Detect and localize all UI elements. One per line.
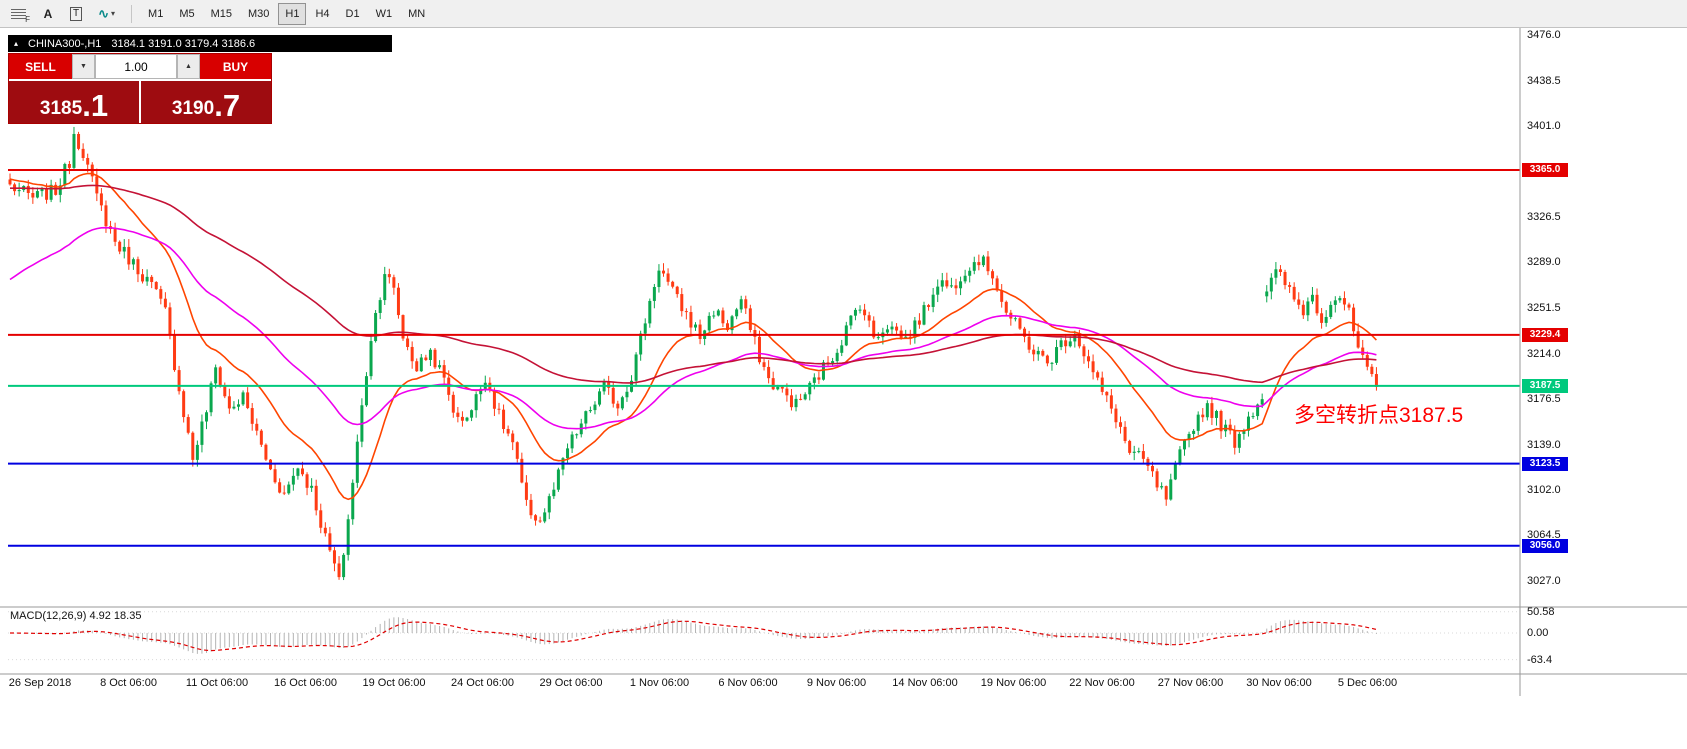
time-axis-label: 1 Nov 06:00 — [629, 677, 690, 689]
buy-button[interactable]: BUY — [200, 54, 271, 79]
price-level-badge: 3229.4 — [1522, 327, 1568, 342]
macd-tick-label: 0.00 — [1527, 627, 1549, 639]
time-axis-label: 16 Oct 06:00 — [274, 677, 337, 689]
time-axis-label: 29 Oct 06:00 — [539, 677, 603, 689]
price-tick-label: 3064.5 — [1527, 529, 1561, 542]
fibonacci-tool-button[interactable]: F — [4, 3, 33, 25]
time-axis-label: 6 Nov 06:00 — [718, 677, 778, 689]
timeframe-d1[interactable]: D1 — [345, 7, 360, 20]
ohlc-values: 3184.1 3191.0 3179.4 3186.6 — [111, 37, 256, 50]
timeframe-mn[interactable]: MN — [408, 7, 426, 20]
volume-input[interactable] — [95, 54, 177, 79]
macd-indicator-label: MACD(12,26,9) 4.92 18.35 — [10, 610, 142, 622]
price-level-badge: 3187.5 — [1522, 378, 1568, 393]
time-axis-label: 14 Nov 06:00 — [892, 677, 958, 689]
timeframe-m1[interactable]: M1 — [148, 7, 164, 20]
timeframe-h4[interactable]: H4 — [315, 7, 330, 20]
time-axis-label: 11 Oct 06:00 — [185, 677, 249, 689]
macd-tick-label: -63.4 — [1527, 653, 1553, 666]
sell-price-pips: .1 — [82, 87, 109, 123]
time-axis: 26 Sep 2018 8 Oct 06:00 11 Oct 06:00 16 Oct… — [0, 676, 1687, 696]
price-tick-label: 3326.5 — [1527, 210, 1561, 223]
time-axis-label: 30 Nov 06:00 — [1246, 677, 1312, 689]
buy-price-main: 3190 — [171, 98, 215, 119]
text-tool-icon: A — [43, 6, 53, 21]
price-tick-label: 3289.0 — [1527, 256, 1561, 269]
volume-decrease-button[interactable]: ▼ — [72, 54, 95, 79]
price-tick-label: 3401.0 — [1527, 120, 1561, 133]
spinner-down-icon: ▼ — [80, 63, 87, 70]
text-tool-button[interactable]: A — [35, 3, 61, 25]
buy-price[interactable]: 3190 .7 — [141, 81, 271, 123]
spinner-up-icon: ▲ — [185, 63, 192, 70]
price-level-badge: 3365.0 — [1522, 162, 1568, 177]
price-tick-label: 3139.0 — [1527, 438, 1561, 451]
sell-price[interactable]: 3185 .1 — [9, 81, 141, 123]
arrows-tool-icon: ∿ — [98, 5, 110, 21]
price-tick-label: 3027.0 — [1527, 574, 1561, 587]
price-level-badge: 3056.0 — [1522, 538, 1568, 553]
time-axis-label: 5 Dec 06:00 — [1337, 677, 1398, 689]
text-label-tool-button[interactable]: T — [63, 3, 89, 25]
price-tick-label: 3438.5 — [1527, 74, 1561, 87]
sell-button[interactable]: SELL — [9, 54, 72, 79]
timeframe-m5[interactable]: M5 — [179, 7, 195, 20]
price-axis: 3476.0 3438.5 3401.0 3326.5 3289.0 3251.5 3214… — [1520, 0, 1687, 749]
macd-tick-label: 50.58 — [1527, 605, 1555, 618]
time-axis-label: 24 Oct 06:00 — [451, 677, 514, 689]
timeframe-m15[interactable]: M15 — [210, 7, 232, 20]
arrows-tool-button[interactable]: ∿ ▾ — [91, 3, 122, 25]
text-label-icon: T — [70, 6, 83, 21]
buy-price-pips: .7 — [214, 87, 241, 123]
time-axis-label: 8 Oct 06:00 — [100, 677, 157, 689]
toolbar-separator — [131, 4, 133, 23]
trade-prices-row: 3185 .1 3190 .7 — [9, 79, 271, 123]
volume-increase-button[interactable]: ▲ — [177, 54, 200, 79]
chart-ohlc-bar: ▴ CHINA300-,H1 3184.1 3191.0 3179.4 3186… — [8, 35, 392, 52]
price-tick-label: 3214.0 — [1527, 347, 1561, 360]
trade-controls-row: SELL ▼ ▲ BUY — [9, 54, 271, 79]
time-axis-label: 9 Nov 06:00 — [806, 677, 867, 689]
price-tick-label: 3476.0 — [1527, 29, 1561, 41]
price-tick-label: 3176.5 — [1527, 393, 1561, 406]
time-axis-label: 19 Oct 06:00 — [362, 677, 426, 689]
fibonacci-icon: F — [11, 8, 30, 24]
top-toolbar: F A T ∿ ▾ M1 M5 M15 M30 H1 H4 D1 W1 MN — [0, 0, 1687, 28]
time-axis-label: 22 Nov 06:00 — [1069, 677, 1135, 689]
chevron-down-icon: ▾ — [111, 9, 116, 18]
symbol-timeframe-label: CHINA300-,H1 — [28, 37, 102, 50]
price-level-badge: 3123.5 — [1522, 456, 1568, 471]
collapse-panel-icon[interactable]: ▴ — [14, 39, 19, 48]
timeframe-h1[interactable]: H1 — [278, 2, 307, 25]
chart-annotation-text: 多空转折点3187.5 — [1294, 404, 1464, 427]
price-tick-label: 3251.5 — [1527, 301, 1561, 314]
one-click-trading-panel: SELL ▼ ▲ BUY 3185 .1 3190 .7 — [8, 53, 272, 124]
timeframe-m30[interactable]: M30 — [248, 7, 270, 20]
timeframe-w1[interactable]: W1 — [375, 7, 393, 20]
sell-price-main: 3185 — [39, 98, 83, 119]
price-tick-label: 3102.0 — [1527, 483, 1561, 496]
time-axis-label: 19 Nov 06:00 — [980, 677, 1047, 689]
time-axis-label: 27 Nov 06:00 — [1157, 677, 1224, 689]
time-axis-label: 26 Sep 2018 — [8, 677, 72, 689]
